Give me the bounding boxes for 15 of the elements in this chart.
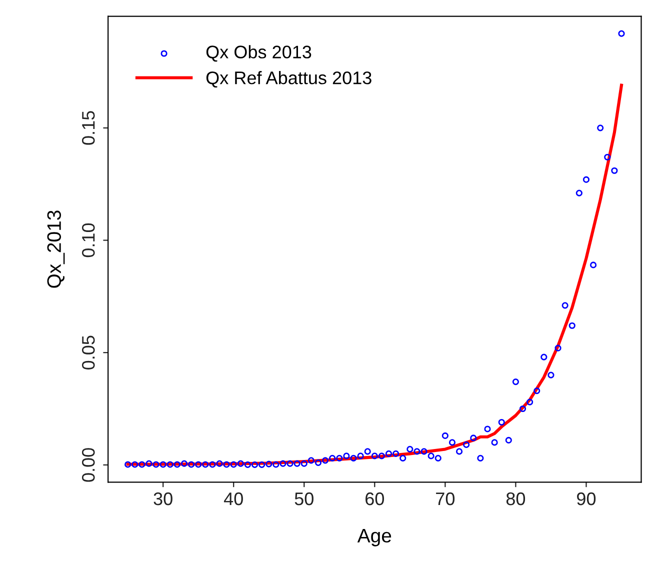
y-tick-label: 0.15 [82, 111, 95, 145]
y-tick-label: 0.00 [82, 448, 95, 482]
x-tick-label: 40 [224, 492, 243, 506]
x-axis-title: Age [357, 528, 392, 546]
legend-label: Qx Obs 2013 [206, 45, 312, 62]
y-axis-title: Qx_2013 [47, 210, 65, 288]
x-tick-label: 70 [436, 492, 455, 506]
legend-label: Qx Ref Abattus 2013 [206, 71, 372, 88]
y-tick-label: 0.10 [82, 223, 95, 258]
x-tick-label: 60 [366, 492, 384, 506]
x-tick-label: 30 [154, 492, 172, 506]
x-tick-label: 80 [506, 492, 526, 506]
x-tick-label: 90 [577, 492, 596, 506]
x-tick-label: 50 [294, 492, 314, 506]
y-tick-label: 0.05 [82, 336, 95, 370]
